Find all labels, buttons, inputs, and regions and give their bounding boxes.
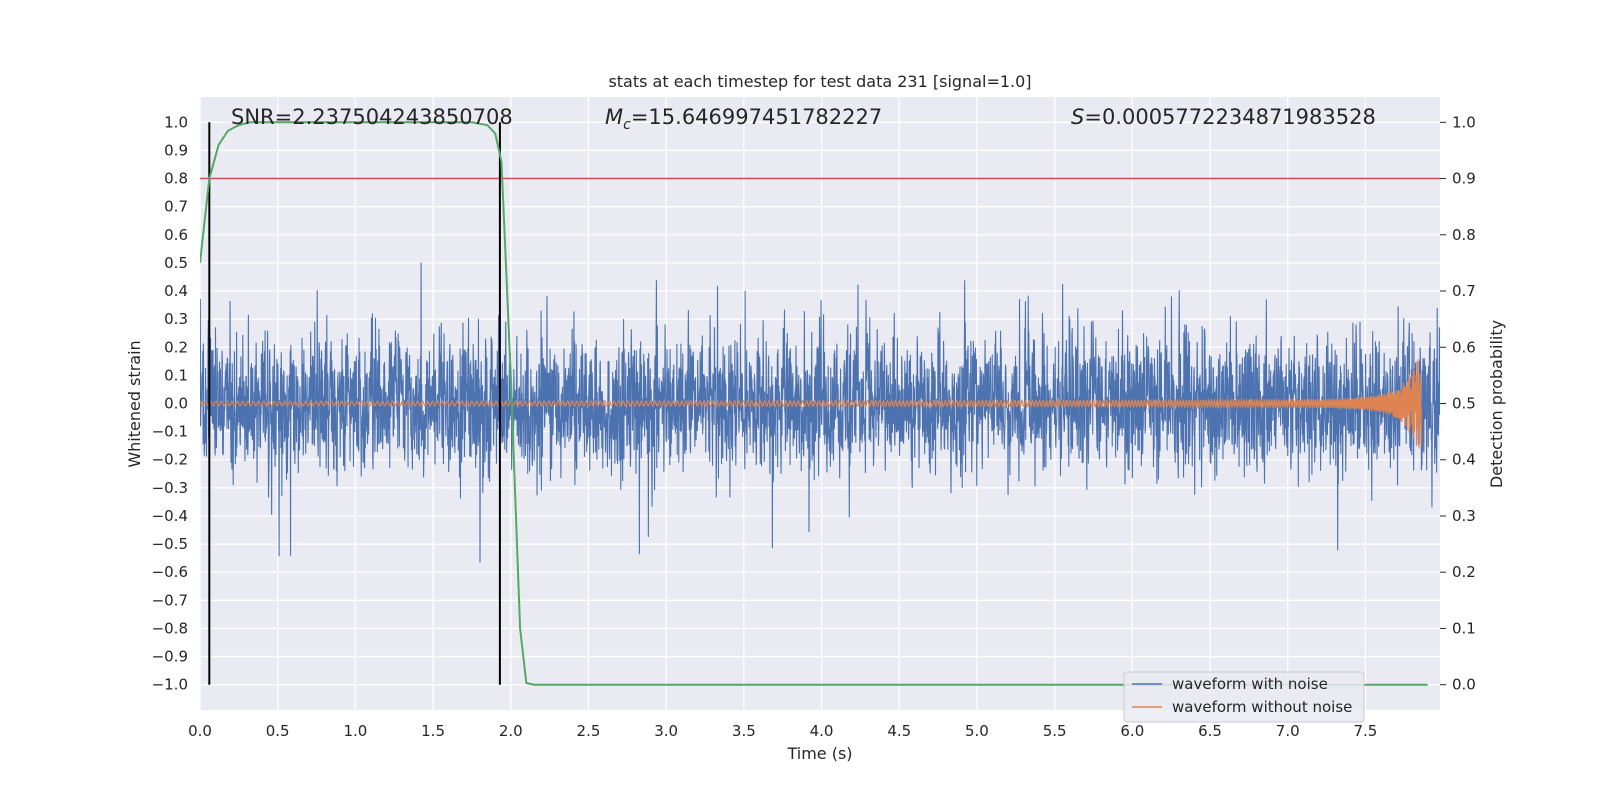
x-tick-label: 3.5 (732, 722, 756, 740)
y-right-axis-ticks: 1.0 0.9 0.8 0.7 0.6 0.5 0.4 0.3 0.2 0.1 0.0 (1440, 113, 1476, 694)
y-right-tick-label: 0.9 (1452, 170, 1476, 188)
chirp-mass-subscript: c (623, 117, 631, 133)
x-tick-label: 7.0 (1276, 722, 1300, 740)
y-left-tick-label: 0.7 (164, 198, 188, 216)
y-left-tick-label: 0.8 (164, 170, 188, 188)
x-tick-label: 2.0 (499, 722, 523, 740)
legend-noise-label: waveform with noise (1172, 675, 1328, 693)
y-left-tick-label: −0.6 (152, 563, 188, 581)
x-tick-label: 1.5 (421, 722, 445, 740)
x-tick-label: 5.0 (965, 722, 989, 740)
y-left-tick-label: 0.6 (164, 226, 188, 244)
x-tick-label: 0.0 (188, 722, 212, 740)
y-left-tick-label: −0.7 (152, 591, 188, 609)
legend-box (1123, 671, 1365, 723)
y-left-tick-label: 0.4 (164, 282, 188, 300)
x-tick-label: 6.0 (1120, 722, 1144, 740)
chirp-mass-value: =15.646997451782227 (631, 105, 882, 129)
overlay-layer (200, 121, 1440, 686)
x-tick-label: 4.5 (887, 722, 911, 740)
x-tick-label: 5.5 (1043, 722, 1067, 740)
x-axis-label: Time (s) (786, 744, 852, 763)
y-right-tick-label: 0.7 (1452, 282, 1476, 300)
y-left-tick-label: 0.9 (164, 141, 188, 159)
x-tick-label: 7.5 (1353, 722, 1377, 740)
x-axis-ticks: 0.0 0.5 1.0 1.5 2.0 2.5 3.0 3.5 4.0 4.5 5.0 5.5 6.0 6… (188, 722, 1377, 740)
y-left-tick-label: −0.3 (152, 479, 188, 497)
chart-title: stats at each timestep for test data 231… (608, 72, 1031, 91)
y-left-tick-label: 0.0 (164, 395, 188, 413)
y-left-tick-label: −1.0 (152, 676, 188, 694)
snr-annotation: SNR=2.237504243850708 (231, 105, 513, 129)
y-left-tick-label: 1.0 (164, 113, 188, 131)
y-right-tick-label: 0.3 (1452, 507, 1476, 525)
y-left-tick-label: −0.5 (152, 535, 188, 553)
noise-layer (200, 262, 1440, 563)
detection-probability-line (200, 121, 1428, 686)
y-right-tick-label: 0.2 (1452, 563, 1476, 581)
y-right-tick-label: 0.4 (1452, 451, 1476, 469)
x-tick-label: 4.0 (810, 722, 834, 740)
x-tick-label: 1.0 (343, 722, 367, 740)
clean-waveform-line (200, 359, 1422, 449)
y-left-tick-label: −0.2 (152, 451, 188, 469)
y-left-tick-label: 0.1 (164, 366, 188, 384)
x-tick-label: 2.5 (577, 722, 601, 740)
y-left-tick-label: 0.5 (164, 254, 188, 272)
y-left-tick-label: −0.8 (152, 619, 188, 637)
chirp-mass-symbol: M (605, 105, 623, 129)
x-tick-label: 3.0 (654, 722, 678, 740)
legend-clean-label: waveform without noise (1172, 698, 1352, 716)
chirp-mass-annotation: Mc=15.646997451782227 (605, 105, 882, 133)
y-right-tick-label: 0.0 (1452, 676, 1476, 694)
s-annotation: S=0.0005772234871983528 (1071, 105, 1376, 129)
noisy-waveform-line (200, 262, 1440, 563)
x-tick-label: 6.5 (1198, 722, 1222, 740)
s-value: =0.0005772234871983528 (1084, 105, 1376, 129)
y-left-axis-ticks: 1.0 0.9 0.8 0.7 0.6 0.5 0.4 0.3 0.2 0.1 0.0 −0.1 −0.… (152, 113, 188, 693)
x-tick-label: 0.5 (266, 722, 290, 740)
y-left-tick-label: −0.9 (152, 648, 188, 666)
y-right-tick-label: 0.8 (1452, 226, 1476, 244)
y-left-tick-label: −0.4 (152, 507, 188, 525)
clean-layer (200, 359, 1422, 449)
y-left-tick-label: 0.2 (164, 338, 188, 356)
y-right-axis-label: Detection probability (1487, 320, 1506, 488)
y-left-tick-label: −0.1 (152, 423, 188, 441)
y-left-tick-label: 0.3 (164, 310, 188, 328)
legend: waveform with noise waveform without noi… (1123, 671, 1365, 723)
y-right-tick-label: 0.6 (1452, 338, 1476, 356)
y-right-tick-label: 0.1 (1452, 619, 1476, 637)
y-right-tick-label: 1.0 (1452, 113, 1476, 131)
y-right-tick-label: 0.5 (1452, 395, 1476, 413)
y-left-axis-label: Whitened strain (125, 340, 144, 467)
s-symbol: S (1071, 105, 1084, 129)
